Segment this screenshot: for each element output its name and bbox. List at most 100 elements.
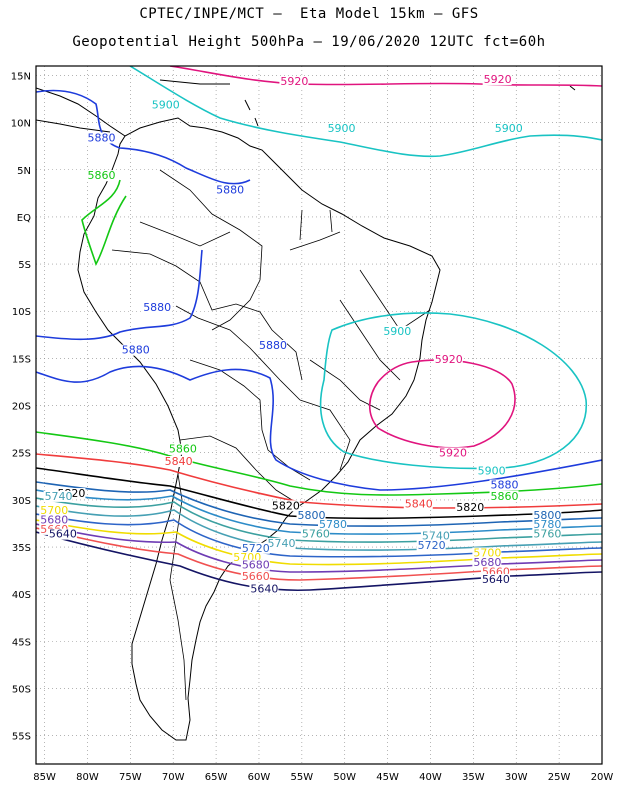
contour-label-text: 5880 <box>491 479 519 492</box>
contour-label-text: 5640 <box>250 582 278 595</box>
contour-label-bg <box>86 132 116 144</box>
country-borders <box>111 169 431 701</box>
coastlines <box>36 79 576 741</box>
lat-tick-label: 10S <box>12 307 31 318</box>
contour-label-5680: 5680 <box>39 513 69 526</box>
lon-tick-label: 55W <box>291 772 314 783</box>
contour-5720 <box>36 513 602 558</box>
contour-label-5900: 5900 <box>150 98 180 111</box>
contour-5700 <box>36 519 602 566</box>
map-frame <box>35 65 603 765</box>
contour-label-5760: 5760 <box>532 528 562 541</box>
contour-label-text: 5920 <box>439 447 467 460</box>
contour-label-bg <box>433 354 463 366</box>
contour-label-5680: 5680 <box>472 556 502 569</box>
lon-tick-label: 40W <box>419 772 442 783</box>
contour-label-text: 5880 <box>143 301 171 314</box>
lon-tick-label: 50W <box>333 772 356 783</box>
contour-label-bg <box>455 502 485 514</box>
contour-5840 <box>36 453 602 509</box>
lat-tick-label: 5N <box>17 166 31 177</box>
contour-5820 <box>36 467 602 520</box>
contour-label-5720: 5720 <box>416 539 446 552</box>
contour-label-text: 5920 <box>280 75 308 88</box>
lat-tick-label: 10N <box>11 119 31 130</box>
contour-label-bg <box>472 547 502 559</box>
contour-label-5860: 5860 <box>489 490 519 503</box>
contour-label-text: 5720 <box>242 542 270 555</box>
contour-5900 <box>129 66 602 158</box>
contour-5680 <box>36 523 602 573</box>
contour-label-5920: 5920 <box>482 73 512 86</box>
contour-label-bg <box>482 73 512 85</box>
contour-label-text: 5700 <box>40 504 68 517</box>
map-grid <box>36 66 603 764</box>
contour-label-5680: 5680 <box>240 559 270 572</box>
contour-label-bg <box>532 509 562 521</box>
contour-label-text: 5880 <box>122 344 150 357</box>
contour-label-5880: 5880 <box>215 183 245 196</box>
contour-label-5900: 5900 <box>476 464 506 477</box>
contour-label-bg <box>279 75 309 87</box>
contour-label-text: 5780 <box>319 518 347 531</box>
caribbean-islands <box>159 79 576 127</box>
contour-label-5880: 5880 <box>257 339 287 352</box>
contour-label-bg <box>270 500 300 512</box>
contour-label-5720: 5720 <box>240 542 270 555</box>
contour-label-text: 5740 <box>45 490 73 503</box>
lat-tick-label: 55S <box>12 732 31 743</box>
contour-label-5700: 5700 <box>39 504 69 517</box>
contour-label-text: 5880 <box>259 339 287 352</box>
central-america-coastline <box>36 87 126 137</box>
contour-label-text: 5800 <box>533 509 561 522</box>
contour-label-bg <box>240 559 270 571</box>
lat-tick-label: EQ <box>17 213 31 224</box>
lon-tick-label: 20W <box>591 772 614 783</box>
contour-label-text: 5660 <box>242 570 270 583</box>
contour-label-bg <box>480 573 510 585</box>
contour-label-text: 5900 <box>478 464 506 477</box>
contour-label-text: 5900 <box>383 325 411 338</box>
contour-label-bg <box>416 539 446 551</box>
map-title-line1: CPTEC/INPE/MCT – Eta Model 15km – GFS <box>139 6 479 22</box>
contour-label-text: 5860 <box>491 490 519 503</box>
contour-label-bg <box>318 519 347 531</box>
contour-label-bg <box>266 538 296 550</box>
contour-label-5660: 5660 <box>240 570 270 583</box>
contour-label-text: 5920 <box>484 73 512 86</box>
contour-label-5880: 5880 <box>120 344 150 357</box>
contour-label-bg <box>296 509 326 521</box>
contour-label-bg <box>163 455 193 467</box>
contour-label-5900: 5900 <box>493 122 523 135</box>
contour-5900-ring <box>319 312 587 470</box>
contour-label-5920: 5920 <box>438 447 468 460</box>
contour-5920 <box>169 66 602 87</box>
lat-tick-label: 20S <box>12 402 31 413</box>
contour-label-text: 5760 <box>533 528 561 541</box>
contour-label-text: 5680 <box>40 513 68 526</box>
contour-label-text: 5800 <box>298 509 326 522</box>
contour-label-text: 5700 <box>473 546 501 559</box>
lat-tick-label: 5S <box>18 260 31 271</box>
lat-tick-label: 50S <box>12 685 31 696</box>
contour-label-text: 5740 <box>422 530 450 543</box>
longitude-tick-labels: 85W 80W 75W 70W 65W 60W 55W 50W 45W 40W 35W 30W 25W 2… <box>33 772 613 783</box>
contour-labels: 5920 5920 5920 5920 5900 5900 5900 5900 5900 5880… <box>39 73 562 595</box>
latitude-tick-labels: 15N 10N 5N EQ 5S 10S 15S 20S 25S 30S 35S 40S 45S 50S 5… <box>11 71 31 742</box>
contour-label-bg <box>39 505 69 517</box>
lat-tick-label: 25S <box>12 449 31 460</box>
contour-label-5800: 5800 <box>532 509 562 522</box>
contour-5660 <box>36 527 602 581</box>
contour-label-bg <box>43 490 73 502</box>
lon-tick-label: 75W <box>119 772 142 783</box>
lon-tick-label: 60W <box>248 772 271 783</box>
contour-label-5760: 5760 <box>300 528 330 541</box>
contour-label-text: 5820 <box>272 499 300 512</box>
lon-tick-label: 35W <box>462 772 485 783</box>
contour-label-text: 5640 <box>49 528 77 541</box>
contour-label-bg <box>489 479 519 491</box>
contour-label-bg <box>215 184 245 196</box>
contour-label-bg <box>257 339 287 351</box>
contour-label-bg <box>249 583 279 595</box>
